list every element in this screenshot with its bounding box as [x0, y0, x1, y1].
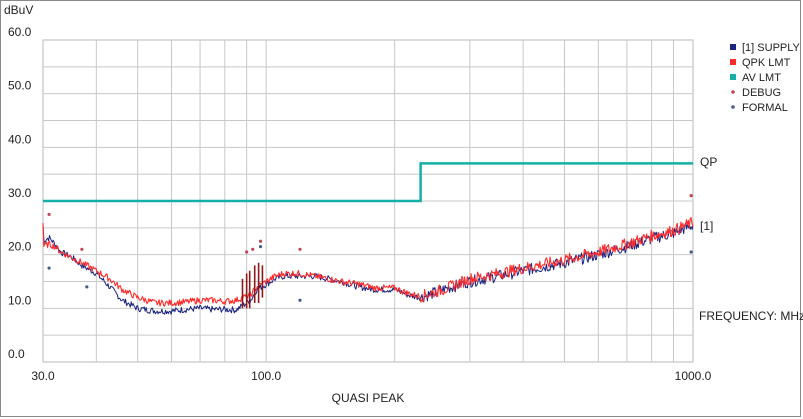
x-tick-label: 100.0 — [251, 369, 281, 383]
legend-label: [1] SUPPLY — [742, 42, 801, 54]
limit-layer — [43, 162, 693, 203]
legend: [1] SUPPLY QPK LMT AV LMT DEBUG FORMAL — [730, 42, 801, 114]
series-line-qpk-lmt — [42, 217, 694, 307]
y-tick-label: 40.0 — [8, 132, 32, 146]
marker-layer — [47, 194, 693, 302]
trace-label: [1] — [700, 219, 713, 233]
formal-marker — [85, 285, 89, 289]
x-tick-label: 1000.0 — [675, 369, 712, 383]
debug-marker — [245, 250, 249, 254]
y-tick-label: 30.0 — [8, 186, 32, 200]
x-axis-label: QUASI PEAK — [332, 391, 405, 405]
y-tick-label: 20.0 — [8, 240, 32, 254]
debug-marker — [251, 247, 255, 251]
formal-marker — [258, 245, 263, 249]
x-tick-labels: 30.0 100.0 1000.0 — [31, 369, 711, 383]
legend-swatch — [730, 44, 736, 50]
y-tick-label: 50.0 — [8, 79, 32, 93]
x-tick-label: 30.0 — [31, 369, 55, 383]
debug-marker — [80, 247, 84, 251]
legend-label: AV LMT — [742, 72, 781, 84]
legend-dot — [731, 105, 735, 109]
av-limit-line — [43, 162, 693, 203]
y-tick-label: 60.0 — [8, 25, 32, 39]
y-tick-label: 0.0 — [8, 347, 25, 361]
legend-label: FORMAL — [742, 102, 788, 114]
legend-label: DEBUG — [742, 87, 781, 99]
debug-marker — [298, 247, 302, 251]
debug-marker — [689, 194, 693, 198]
frequency-label: FREQUENCY: MHz — [699, 309, 803, 323]
legend-label: QPK LMT — [742, 57, 791, 69]
qp-limit-label: QP — [700, 155, 717, 169]
series-line--1-supply — [42, 222, 694, 315]
legend-dot — [731, 90, 735, 94]
legend-swatch — [730, 74, 736, 80]
debug-marker — [47, 212, 51, 217]
y-tick-labels: 0.0 10.0 20.0 30.0 40.0 50.0 60.0 — [8, 25, 32, 361]
spike-layer — [241, 262, 264, 309]
y-tick-label: 10.0 — [8, 293, 32, 307]
formal-marker — [298, 298, 302, 302]
legend-swatch — [730, 59, 736, 65]
series-layer — [42, 217, 694, 315]
formal-marker — [47, 266, 51, 270]
formal-marker — [689, 250, 693, 254]
y-axis-label: dBuV — [4, 3, 33, 17]
debug-marker — [258, 239, 263, 243]
